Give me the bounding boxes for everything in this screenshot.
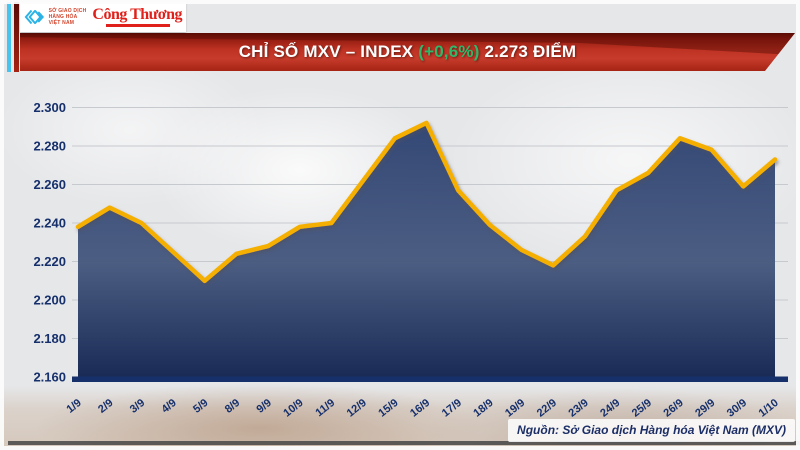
bottom-divider-bar [8, 441, 800, 445]
x-axis-label: 4/9 [159, 397, 178, 416]
y-axis-label: 2.200 [33, 293, 66, 308]
x-axis-label: 12/9 [345, 397, 369, 420]
area-fill [78, 122, 775, 378]
x-axis-label: 10/9 [281, 397, 305, 420]
mxv-logo-line: HÀNG HÓA [48, 14, 78, 20]
left-accent-bar-cyan [7, 2, 11, 72]
congthuong-logo-underline [106, 24, 171, 27]
y-axis-label: 2.280 [33, 139, 66, 154]
x-axis-label: 30/9 [725, 397, 749, 420]
congthuong-logo-text: Công Thương [92, 6, 182, 23]
mxv-index-area-chart: 2.300 2.280 2.260 2.240 2.220 2.200 2.180 2.160… [33, 100, 788, 420]
y-axis-label: 2.220 [33, 254, 66, 269]
chart-change-badge: (+0,6%) [418, 42, 480, 61]
x-axis-label: 2/9 [96, 397, 115, 416]
x-axis-label: 1/10 [757, 397, 781, 420]
title-banner: CHỈ SỐ MXV – INDEX (+0,6%) 2.273 ĐIỂM [20, 33, 795, 71]
x-axis-label: 8/9 [223, 397, 242, 416]
x-axis-label: 29/9 [693, 397, 717, 420]
x-axis-label: 19/9 [503, 397, 527, 420]
chart-title-value: 2.273 ĐIỂM [479, 42, 577, 61]
mxv-logo-line: VIỆT NAM [48, 20, 75, 26]
mxv-logo-text: SỞ GIAO DỊCH HÀNG HÓA VIỆT NAM [49, 8, 87, 26]
logo-area: SỞ GIAO DỊCH HÀNG HÓA VIỆT NAM Công Thươ… [20, 2, 186, 32]
chart-title: CHỈ SỐ MXV – INDEX (+0,6%) 2.273 ĐIỂM [239, 42, 577, 62]
x-axis-label: 24/9 [598, 397, 622, 420]
x-axis-label: 25/9 [630, 397, 654, 420]
chart-title-prefix: CHỈ SỐ MXV – INDEX [238, 42, 419, 61]
x-axis-label: 26/9 [661, 397, 685, 420]
congthuong-logo: Công Thương [92, 7, 182, 27]
x-axis-label: 18/9 [471, 397, 495, 420]
x-axis-label: 22/9 [535, 397, 559, 420]
x-axis-label: 23/9 [566, 397, 590, 420]
x-axis-label: 15/9 [376, 397, 400, 420]
mxv-logo-line: SỞ GIAO DỊCH [48, 8, 87, 14]
x-axis-line [72, 376, 788, 382]
source-box: Nguồn: Sở Giao dịch Hàng hóa Việt Nam (M… [508, 419, 795, 442]
source-text: Nguồn: Sở Giao dịch Hàng hóa Việt Nam (M… [517, 423, 786, 437]
left-accent-bar-maroon [14, 2, 19, 72]
x-axis-label: 11/9 [313, 397, 337, 419]
index-line [75, 120, 778, 284]
x-axis-label: 1/9 [64, 397, 83, 416]
x-axis-label: 5/9 [191, 397, 210, 416]
y-axis-label: 2.240 [33, 216, 66, 231]
y-axis-label: 2.260 [33, 177, 66, 192]
y-axis-label: 2.160 [33, 370, 66, 385]
x-axis-label: 16/9 [408, 397, 432, 420]
x-axis-label: 17/9 [440, 397, 464, 420]
x-axis-label: 9/9 [255, 397, 274, 416]
y-axis-label: 2.300 [33, 100, 66, 115]
y-axis-label: 2.180 [33, 331, 66, 346]
x-axis-label: 3/9 [128, 397, 147, 416]
mxv-logo-icon [24, 9, 45, 25]
